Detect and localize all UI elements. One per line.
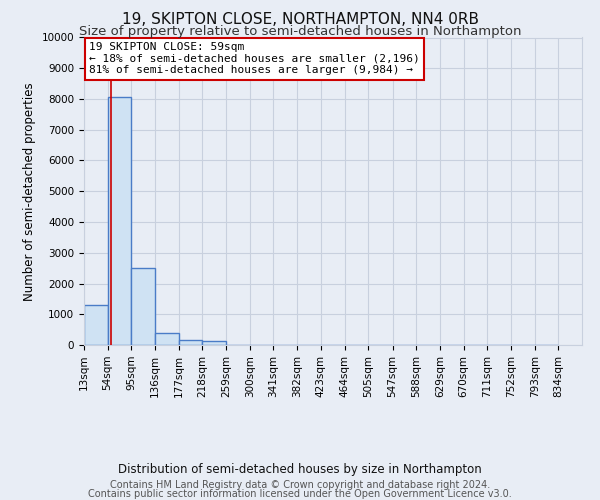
Bar xyxy=(131,268,155,345)
Bar xyxy=(107,98,131,345)
Bar xyxy=(179,340,202,345)
Text: 19, SKIPTON CLOSE, NORTHAMPTON, NN4 0RB: 19, SKIPTON CLOSE, NORTHAMPTON, NN4 0RB xyxy=(121,12,479,28)
Text: Size of property relative to semi-detached houses in Northampton: Size of property relative to semi-detach… xyxy=(79,25,521,38)
Bar xyxy=(84,305,107,345)
Text: Contains public sector information licensed under the Open Government Licence v3: Contains public sector information licen… xyxy=(88,489,512,499)
Text: Distribution of semi-detached houses by size in Northampton: Distribution of semi-detached houses by … xyxy=(118,462,482,475)
Text: 19 SKIPTON CLOSE: 59sqm
← 18% of semi-detached houses are smaller (2,196)
81% of: 19 SKIPTON CLOSE: 59sqm ← 18% of semi-de… xyxy=(89,42,420,76)
Text: Contains HM Land Registry data © Crown copyright and database right 2024.: Contains HM Land Registry data © Crown c… xyxy=(110,480,490,490)
Bar xyxy=(155,334,179,345)
Y-axis label: Number of semi-detached properties: Number of semi-detached properties xyxy=(23,82,36,300)
Bar xyxy=(202,341,226,345)
